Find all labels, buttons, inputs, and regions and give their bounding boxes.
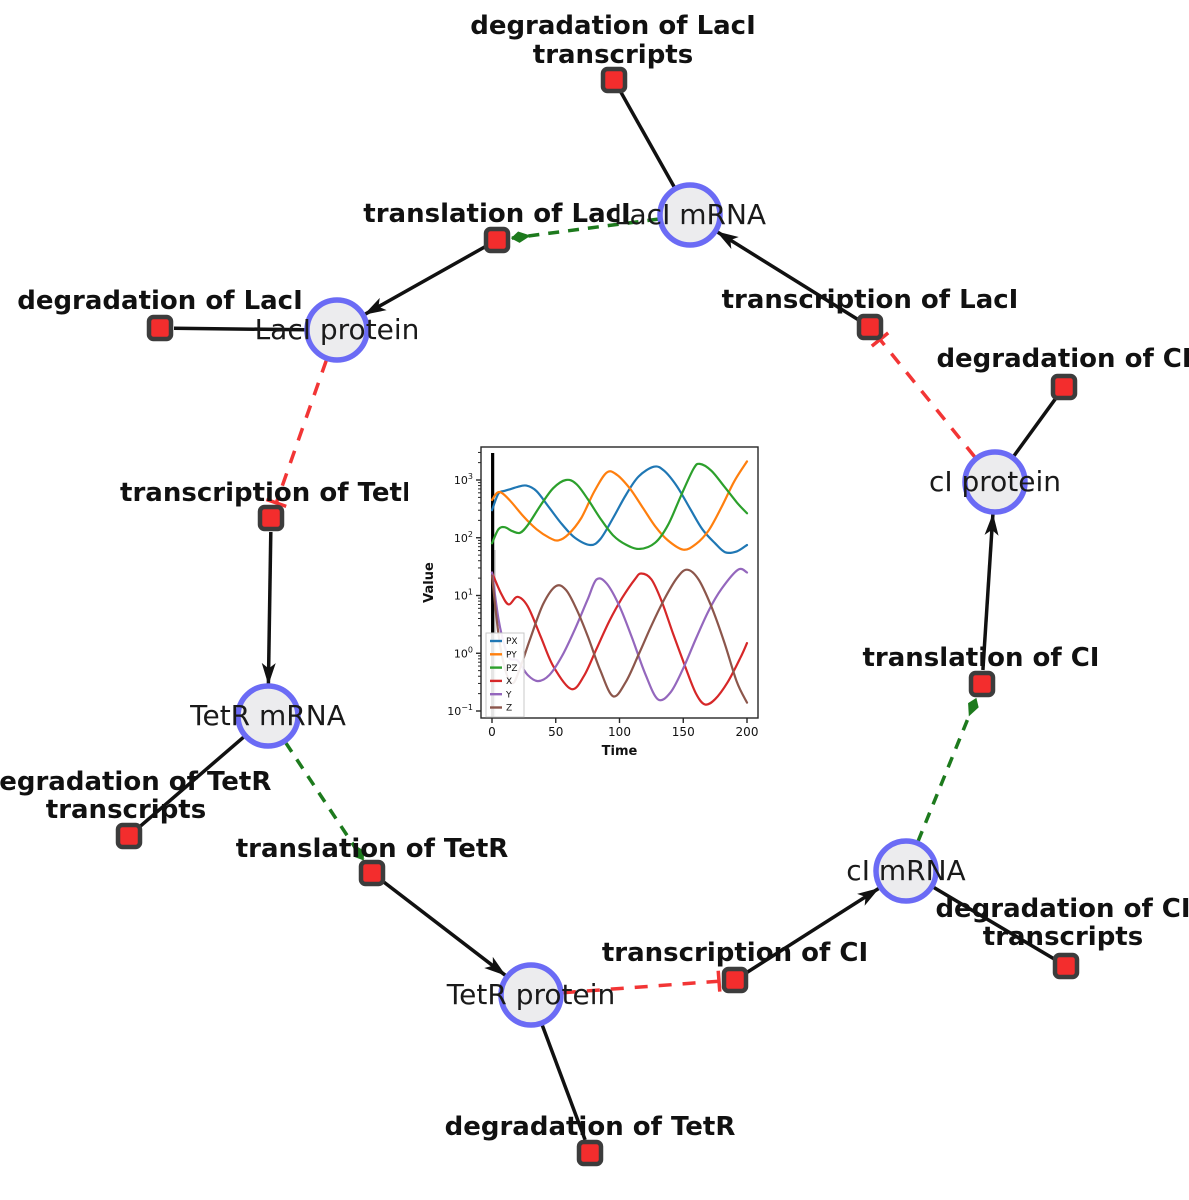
reaction-label: translation of TetR (236, 834, 509, 864)
legend-label-PZ: PZ (506, 664, 518, 674)
y-tick-label: 101 (454, 588, 473, 603)
edge-transcription-ci-to-cimrna (745, 887, 880, 974)
series-PX (490, 465, 749, 555)
legend-label-Z: Z (506, 704, 512, 714)
species-node-ci-mrna (873, 838, 939, 904)
species-layer (235, 182, 1028, 1028)
chart-legend: PX PY PZ XYZ (485, 632, 525, 718)
reaction-label: degradation of LacI (470, 11, 756, 41)
species-label: LacI protein (255, 313, 420, 346)
reaction-node-translation-laci (483, 226, 511, 254)
reaction-node-transcription-laci (856, 313, 884, 341)
x-tick-label: 50 (548, 725, 563, 739)
reaction-node-degradation-laci (146, 314, 174, 342)
species-label: cI protein (929, 465, 1061, 498)
edge-transcription-laci-to-lacimrna (716, 230, 860, 322)
curve-layer (490, 460, 749, 706)
edge-ciprotein-represses-transcription-laci (870, 331, 977, 459)
reaction-node-degradation-laci-transcripts (600, 66, 628, 94)
reaction-node-translation-ci (968, 670, 996, 698)
edge-lacimrna-to-degradation-transcripts (619, 91, 676, 188)
reaction-label: degradation of CI (935, 894, 1189, 924)
species-node-ci-protein (962, 449, 1028, 515)
edge-tetrmrna-to-degradation-transcripts (138, 735, 245, 829)
reaction-node-transcription-tetr (257, 504, 285, 532)
edge-layer (138, 91, 1058, 1141)
edge-transcription-tetr-to-tetrmrna (261, 531, 276, 685)
legend-label-PX: PX (506, 637, 518, 647)
series-Y (490, 567, 749, 702)
y-axis-title: Value (422, 562, 437, 603)
species-label: TetR mRNA (189, 699, 346, 732)
reaction-layer (115, 66, 1080, 1167)
edge-translation-laci-to-laciprotein (364, 245, 486, 316)
reaction-label: degradation of CI (936, 344, 1189, 374)
edge-tetrprotein-to-degradation-tetr (540, 1024, 587, 1141)
x-tick-label: 200 (736, 725, 759, 739)
edge-cimrna-to-degradation-transcripts (932, 885, 1055, 961)
legend-label-Y: Y (505, 690, 512, 700)
reaction-label: translation of CI (863, 643, 1100, 673)
reaction-label: transcription of CI (602, 938, 868, 968)
reaction-node-translation-tetr (358, 859, 386, 887)
edge-translation-tetr-to-tetrprotein (382, 880, 507, 977)
y-tick-label: 10−1 (447, 703, 473, 718)
series-PZ (490, 462, 749, 551)
reaction-label: degradation of TetR (445, 1112, 736, 1142)
label-layer: LacI mRNA LacI protein TetR mRNA TetR pr… (0, 11, 1189, 1142)
x-tick-label: 150 (672, 725, 695, 739)
edge-lacimrna-to-translation-laci (510, 217, 659, 243)
series-X (490, 571, 749, 706)
species-node-laci-protein (304, 297, 370, 363)
reaction-label: transcripts (533, 40, 693, 70)
x-axis-title: Time (602, 744, 638, 759)
edge-laciprotein-to-degradation-laci (173, 326, 306, 332)
series-PY (490, 460, 749, 551)
species-label: cI mRNA (846, 854, 965, 887)
edge-tetrmrna-to-translation-tetr (284, 741, 365, 861)
species-node-tetr-mrna (235, 683, 301, 749)
edge-laciprotein-represses-transcription-tetr (265, 359, 329, 509)
reaction-node-degradation-tetr (576, 1139, 604, 1167)
edge-tetrprotein-represses-transcription-ci (562, 970, 722, 995)
species-label: TetR protein (446, 978, 615, 1011)
edge-cimrna-to-translation-ci (916, 697, 979, 843)
legend-label-X: X (506, 677, 512, 687)
series-Z (490, 568, 749, 704)
reaction-label: transcription of LacI (722, 285, 1019, 315)
x-tick-label: 0 (488, 725, 496, 739)
y-tick-label: 102 (454, 530, 473, 545)
reaction-node-transcription-ci (721, 966, 749, 994)
species-label: LacI mRNA (614, 198, 766, 231)
reaction-label: translation of LacI (363, 199, 630, 229)
reaction-node-degradation-tetr-transcripts (115, 822, 143, 850)
legend-box (485, 632, 525, 718)
legend-label-PY: PY (506, 651, 517, 661)
reaction-node-degradation-ci-transcripts (1052, 952, 1080, 980)
y-tick-label: 100 (454, 645, 473, 660)
species-node-tetr-protein (498, 962, 564, 1028)
species-node-laci-mrna (657, 182, 723, 248)
edge-translation-ci-to-ciprotein (981, 513, 999, 671)
y-tick-label: 103 (454, 472, 473, 487)
reaction-node-degradation-ci (1050, 373, 1078, 401)
reaction-label: transcripts (46, 795, 206, 825)
reaction-label: degradation of TetR (0, 767, 271, 797)
edge-ciprotein-to-degradation-ci (1012, 397, 1058, 458)
x-tick-label: 100 (608, 725, 631, 739)
reaction-label: degradation of LacI (17, 286, 303, 316)
reaction-label: transcripts (983, 922, 1143, 952)
reaction-label: transcription of TetR (120, 478, 422, 508)
